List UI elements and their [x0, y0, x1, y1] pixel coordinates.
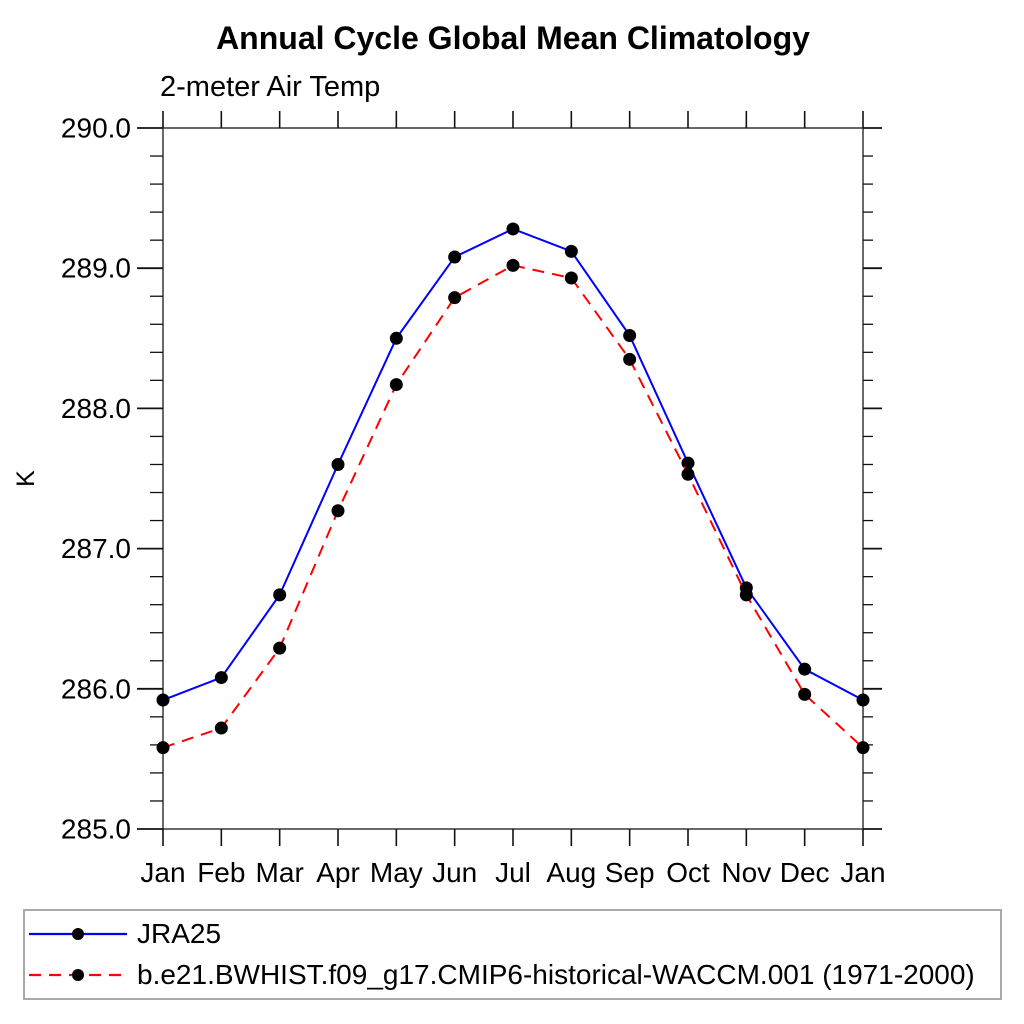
- y-tick-label: 290.0: [61, 113, 131, 144]
- x-tick-label: Jul: [495, 857, 531, 888]
- x-tick-label: Jun: [432, 857, 477, 888]
- data-point-marker: [448, 250, 462, 264]
- data-point-marker: [156, 693, 170, 707]
- data-point-marker: [214, 671, 228, 685]
- data-point-marker: [681, 456, 695, 470]
- x-tick-label: Oct: [666, 857, 710, 888]
- y-tick-label: 286.0: [61, 673, 131, 704]
- data-point-marker: [564, 244, 578, 258]
- x-tick-label: Feb: [197, 857, 245, 888]
- x-axis-tick-labels: Jan Feb Mar Apr May Jun Jul Aug Sep Oct Nov Dec Jan: [140, 857, 885, 888]
- y-axis-title: K: [12, 470, 40, 487]
- y-axis-ticks: [137, 127, 882, 830]
- data-point-marker: [331, 457, 345, 471]
- x-tick-label: Dec: [780, 857, 830, 888]
- y-tick-label: 289.0: [61, 253, 131, 284]
- data-point-marker: [214, 721, 228, 735]
- legend-item-waccm: b.e21.BWHIST.f09_g17.CMIP6-historical-WA…: [25, 959, 975, 990]
- x-tick-label: Aug: [546, 857, 596, 888]
- data-point-marker: [156, 741, 170, 755]
- data-point-marker: [506, 222, 520, 236]
- data-point-marker: [506, 258, 520, 272]
- legend-label-jra25: JRA25: [137, 918, 222, 949]
- x-tick-label: May: [370, 857, 423, 888]
- data-point-marker: [331, 504, 345, 518]
- y-tick-label: 287.0: [61, 533, 131, 564]
- x-tick-label: Jan: [140, 857, 185, 888]
- y-tick-label: 288.0: [61, 393, 131, 424]
- data-point-marker: [273, 588, 287, 602]
- series-waccm: [156, 258, 870, 755]
- data-point-marker: [389, 378, 403, 392]
- data-point-marker: [273, 641, 287, 655]
- chart-title: Annual Cycle Global Mean Climatology: [216, 20, 810, 56]
- legend-solid-line-sample: [29, 928, 127, 940]
- data-point-marker: [681, 467, 695, 481]
- series-jra25: [156, 222, 870, 707]
- data-point-marker: [798, 662, 812, 676]
- legend-box: JRA25 b.e21.BWHIST.f09_g17.CMIP6-histori…: [23, 909, 1002, 1000]
- legend-label-waccm: b.e21.BWHIST.f09_g17.CMIP6-historical-WA…: [137, 959, 975, 990]
- y-tick-label: 285.0: [61, 814, 131, 845]
- x-axis-ticks: [162, 111, 864, 846]
- data-point-marker: [856, 693, 870, 707]
- legend-item-jra25: JRA25: [25, 918, 222, 949]
- chart-subtitle: 2-meter Air Temp: [160, 71, 381, 103]
- data-point-marker: [856, 741, 870, 755]
- data-point-marker: [798, 687, 812, 701]
- y-axis-unit-label: K: [12, 470, 40, 487]
- x-tick-label: Sep: [605, 857, 655, 888]
- data-point-marker: [448, 291, 462, 305]
- x-tick-label: Jan: [840, 857, 885, 888]
- x-tick-label: Mar: [256, 857, 304, 888]
- legend-dashed-line-sample: [29, 969, 127, 981]
- data-point-marker: [564, 271, 578, 285]
- y-axis-tick-labels: 285.0 286.0 287.0 288.0 289.0 290.0: [61, 113, 131, 845]
- x-tick-label: Apr: [316, 857, 360, 888]
- data-point-marker: [623, 352, 637, 366]
- legend-marker-dot: [72, 969, 84, 981]
- data-point-marker: [389, 331, 403, 345]
- legend-marker-dot: [72, 928, 84, 940]
- data-point-marker: [739, 588, 753, 602]
- x-tick-label: Nov: [721, 857, 771, 888]
- data-point-marker: [623, 328, 637, 342]
